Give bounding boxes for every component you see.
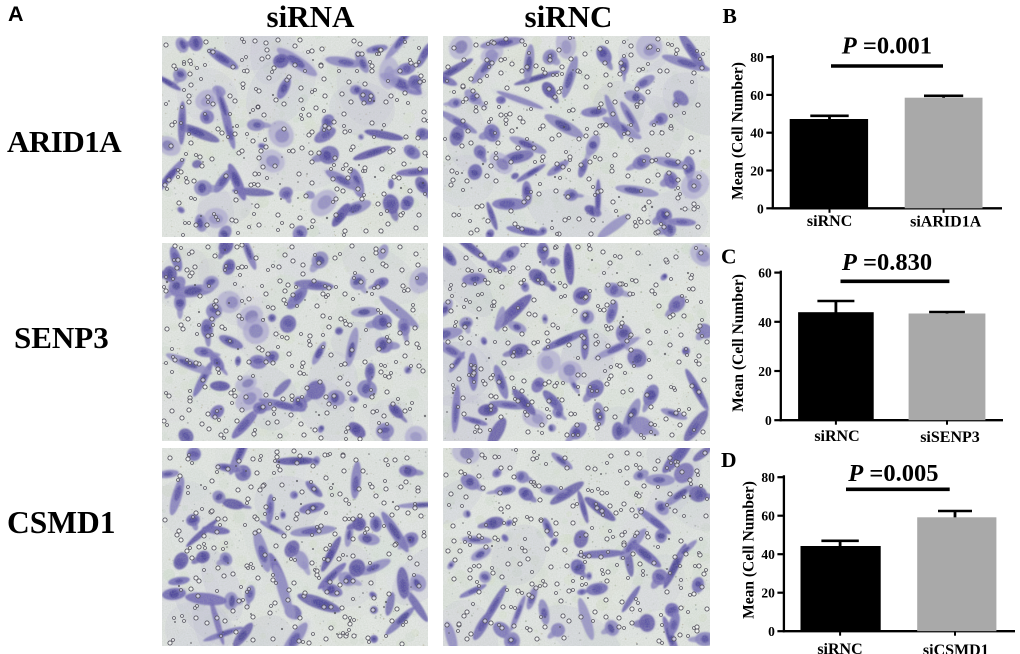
svg-text:Mean (Cell Number): Mean (Cell Number): [730, 62, 747, 200]
svg-text:D: D: [721, 448, 737, 472]
svg-text:0: 0: [765, 413, 772, 428]
svg-text:Mean (Cell Number): Mean (Cell Number): [741, 481, 758, 619]
svg-text:40: 40: [750, 126, 764, 141]
svg-text:B: B: [723, 4, 737, 28]
svg-text:60: 60: [750, 88, 764, 103]
svg-text:20: 20: [750, 164, 764, 179]
svg-text:0: 0: [757, 201, 764, 216]
svg-text:20: 20: [758, 364, 772, 379]
svg-text:siCSMD1: siCSMD1: [923, 642, 989, 654]
svg-text:siRNC: siRNC: [817, 641, 862, 654]
svg-text:siRNC: siRNC: [814, 428, 859, 445]
svg-text:siSENP3: siSENP3: [920, 429, 980, 446]
svg-text:60: 60: [761, 509, 775, 524]
svg-text:Mean (Cell Number): Mean (Cell Number): [730, 274, 747, 412]
svg-text:0: 0: [768, 624, 775, 639]
svg-text:80: 80: [761, 470, 775, 485]
svg-text:P =0.001: P =0.001: [841, 33, 932, 60]
svg-text:20: 20: [761, 586, 775, 601]
svg-text:C: C: [721, 245, 737, 269]
svg-text:60: 60: [758, 266, 772, 281]
svg-text:P =0.830: P =0.830: [841, 249, 932, 276]
svg-text:80: 80: [750, 50, 764, 65]
svg-text:P =0.005: P =0.005: [847, 460, 938, 487]
svg-text:40: 40: [761, 547, 775, 562]
svg-text:siRNC: siRNC: [807, 213, 852, 230]
svg-text:siARID1A: siARID1A: [910, 214, 982, 231]
svg-text:40: 40: [758, 315, 772, 330]
